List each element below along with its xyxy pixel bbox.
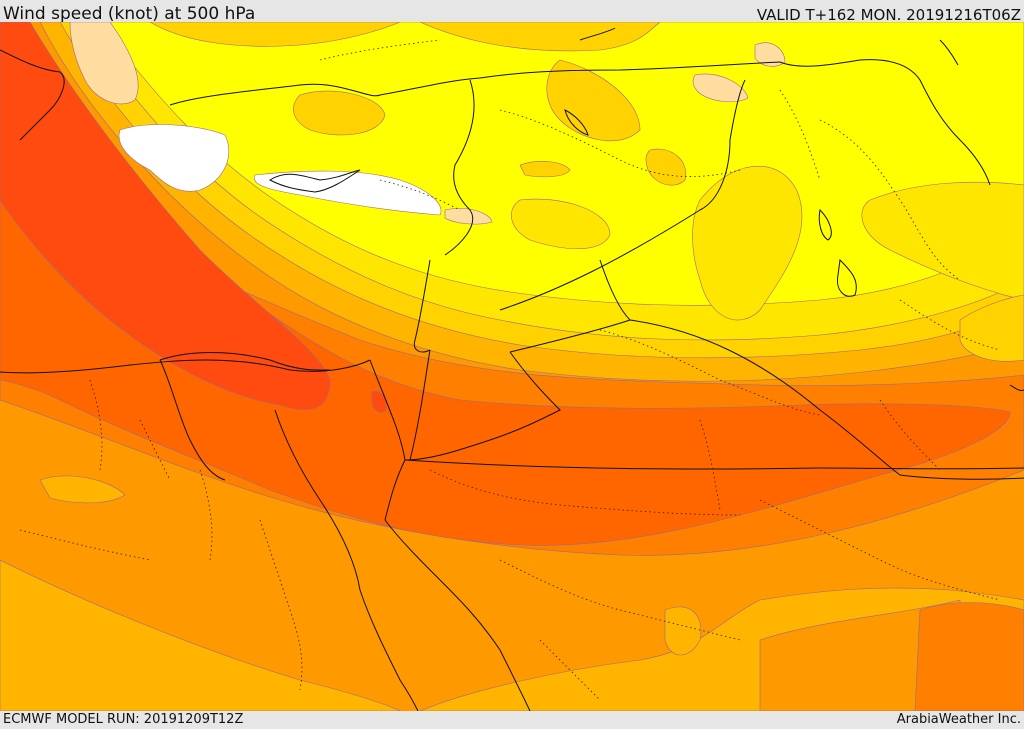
coastlines [0,27,1024,711]
wind-speed-map[interactable] [0,22,1024,711]
contour-band-south-1 [0,559,401,711]
contour-band-8 [0,39,1011,546]
light-patch-2 [692,73,749,103]
map-title: Wind speed (knot) at 500 hPa [3,4,256,24]
patch-east-5 [519,161,571,178]
patch-north-2 [419,22,661,52]
patch-core-1 [371,390,387,413]
patch-east-4 [645,148,687,186]
patch-north-4 [293,90,386,136]
patch-east-3 [861,181,1024,301]
credit-label: ArabiaWeather Inc. [896,712,1021,727]
map-footer: ECMWF MODEL RUN: 20191209T12Z ArabiaWeat… [0,711,1024,729]
contour-band-southeast [914,602,1024,711]
contour-band-south-3 [759,599,961,711]
map-header: Wind speed (knot) at 500 hPa VALID T+162… [0,0,1024,24]
patch-south-inner-2 [664,606,702,656]
patch-east-2 [511,198,611,250]
country-borders [0,59,1024,521]
calm-patch-2 [253,170,442,216]
calm-patch-1 [118,124,230,192]
light-patch-4 [444,208,493,225]
patch-north-1 [149,22,401,47]
valid-time: VALID T+162 MON. 20191216T06Z [756,6,1021,24]
light-patch-1 [69,22,139,105]
patch-east-6 [959,294,1024,362]
contour-band-max [0,22,331,410]
light-patch-3 [754,42,786,67]
internal-borders [19,39,1001,701]
patch-east-1 [692,165,803,321]
model-run-label: ECMWF MODEL RUN: 20191209T12Z [3,712,244,727]
patch-south-inner-1 [39,475,126,504]
